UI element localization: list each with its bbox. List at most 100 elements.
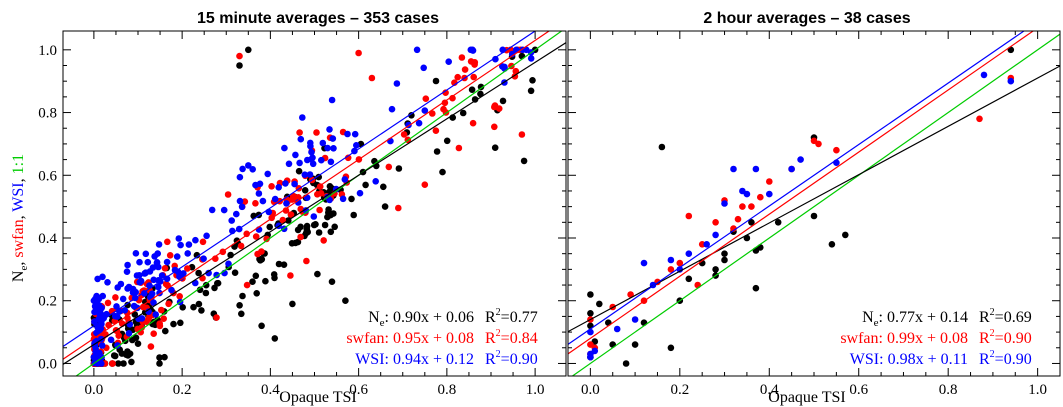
point-wsi [319,139,327,147]
point-swfan [454,73,462,81]
point-wsi [228,217,235,224]
point-wsi [341,176,349,183]
x-axis-label-right: Opaque TSI [768,389,845,406]
point-wsi [613,325,621,333]
point-swfan [766,178,773,185]
point-wsi [192,236,199,244]
axes-right: 0.0 0.2 0.4 0.6 0.8 1.0 [568,31,1060,398]
point-swfan [254,250,261,258]
point-n [477,83,485,91]
point-swfan [313,129,320,136]
point-n [459,109,467,117]
point-n [667,344,675,352]
point-swfan [316,206,323,214]
point-swfan [458,54,466,61]
point-n [348,195,355,203]
point-swfan [112,294,119,301]
point-swfan [667,266,675,273]
point-wsi [150,299,157,306]
x-tick-label: 1.0 [1028,382,1047,398]
point-n [443,137,451,145]
point-wsi [130,302,138,310]
point-wsi [91,318,98,326]
point-wsi [155,283,162,291]
point-wsi [344,130,351,138]
point-wsi [730,165,737,173]
point-wsi [99,273,106,281]
point-swfan [297,233,304,241]
point-n [842,231,849,239]
point-n [253,290,260,297]
point-n [252,272,260,280]
point-n [231,269,239,277]
point-wsi [285,160,293,168]
y-tick-label: 0.8 [38,106,57,122]
point-n [162,327,169,335]
point-wsi [297,135,305,143]
fit-lines-right [568,31,1060,376]
point-swfan [685,212,693,220]
point-wsi [132,288,139,296]
plot-area-right: 0.0 0.2 0.4 0.6 0.8 1.0 Ne: 0.77x + 0.14 R2=0.6… [567,30,1061,398]
point-swfan [237,242,245,250]
point-wsi [94,324,101,331]
point-swfan [303,257,310,265]
point-wsi [142,250,150,258]
x-tick-label: 0.8 [437,382,456,398]
point-wsi [318,156,325,164]
point-swfan [815,140,822,148]
point-wsi [327,158,335,166]
point-n [179,304,186,311]
point-n [294,238,302,246]
point-n [325,209,332,216]
point-wsi [114,284,121,291]
point-wsi [94,328,102,336]
point-swfan [455,144,463,152]
point-swfan [243,230,250,238]
point-n [156,354,163,361]
point-swfan [461,66,469,73]
point-n [491,144,499,151]
point-swfan [252,233,260,240]
point-n [294,226,302,234]
point-swfan [199,238,207,246]
point-wsi [90,297,98,305]
point-swfan [400,131,408,138]
point-n [609,341,616,348]
point-swfan [627,291,634,298]
point-wsi [203,232,210,240]
point-wsi [264,170,272,178]
point-swfan [150,330,157,338]
point-wsi [283,200,290,207]
point-wsi [121,307,129,314]
point-n [115,360,122,367]
r-squared-n: R2=0.69 [979,307,1032,326]
equation-n: Ne: 0.90x + 0.06 [368,309,474,329]
point-wsi [413,46,421,54]
point-n [266,223,274,231]
point-wsi [153,259,161,267]
point-n [381,203,389,210]
equation-wsi: WSI: 0.98x + 0.11 [850,351,968,368]
point-swfan [199,274,206,282]
point-swfan [441,99,449,107]
point-swfan [296,129,303,136]
r-squared-wsi: R2=0.90 [979,349,1032,368]
point-n [271,335,279,342]
point-wsi [308,148,315,156]
point-wsi [233,210,240,218]
point-n [202,289,210,297]
point-wsi [703,241,710,248]
point-swfan [158,306,165,314]
point-n [275,260,283,268]
point-wsi [721,200,728,207]
point-n [331,223,339,231]
point-swfan [344,154,352,162]
equation-swfan: swfan: 0.99x + 0.08 [840,330,968,347]
point-swfan [320,237,328,244]
point-wsi [640,259,648,267]
point-wsi [508,50,516,58]
point-n [640,319,648,327]
point-wsi [330,145,337,152]
point-n [195,300,203,308]
